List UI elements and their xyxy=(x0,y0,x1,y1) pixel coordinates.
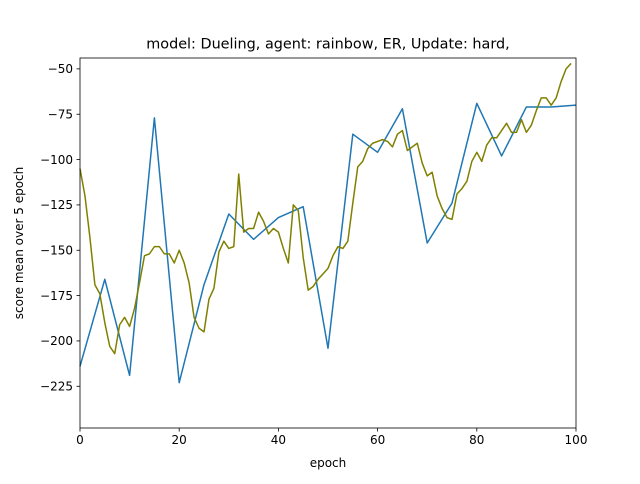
y-tick-label: −50 xyxy=(48,62,73,76)
series-layer xyxy=(79,62,577,384)
y-axis-label: score mean over 5 epoch xyxy=(12,167,26,319)
x-tick-label: 60 xyxy=(370,433,385,447)
x-tick-label: 0 xyxy=(76,433,84,447)
y-tick-label: −200 xyxy=(40,334,73,348)
x-axis-ticks: 0 20 40 60 80 100 xyxy=(76,428,587,447)
x-tick-label: 80 xyxy=(469,433,484,447)
x-tick-label: 40 xyxy=(271,433,286,447)
y-tick-label: −125 xyxy=(40,198,73,212)
chart-title: model: Dueling, agent: rainbow, ER, Upda… xyxy=(146,37,509,53)
x-axis-label: epoch xyxy=(310,456,347,470)
series-line-2 xyxy=(79,62,572,355)
y-tick-label: −75 xyxy=(48,108,73,122)
x-tick-label: 100 xyxy=(565,433,588,447)
x-tick-label: 20 xyxy=(172,433,187,447)
y-tick-label: −225 xyxy=(40,380,73,394)
y-tick-label: −100 xyxy=(40,153,73,167)
y-axis-ticks: −225 −200 −175 −150 −125 −100 −75 −50 xyxy=(40,62,80,394)
y-tick-label: −150 xyxy=(40,244,73,258)
plot-frame xyxy=(79,57,577,429)
y-tick-label: −175 xyxy=(40,289,73,303)
